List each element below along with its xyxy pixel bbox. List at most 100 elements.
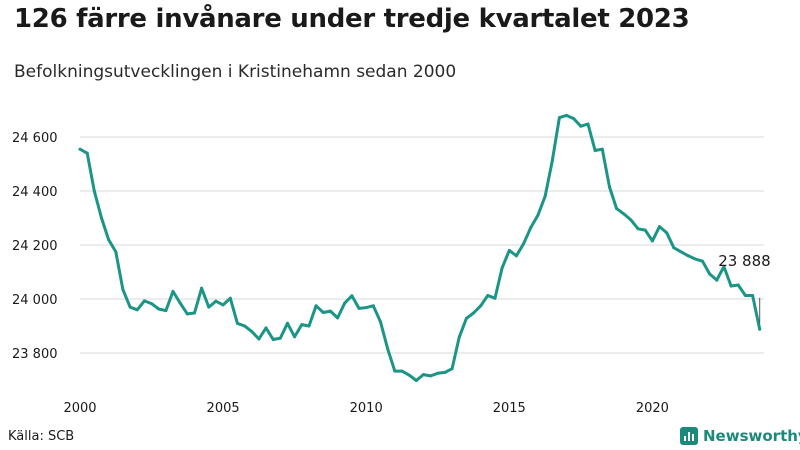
data-point — [636, 227, 640, 231]
data-point — [536, 213, 540, 217]
data-point — [743, 294, 747, 297]
data-point — [314, 304, 318, 308]
data-point — [464, 316, 468, 320]
data-point — [364, 306, 368, 310]
data-point — [686, 254, 690, 258]
x-tick-label: 2020 — [636, 401, 669, 416]
data-point — [343, 301, 347, 305]
data-point — [286, 321, 289, 325]
data-point — [214, 299, 218, 303]
data-point — [393, 369, 397, 373]
data-point — [650, 239, 654, 243]
data-point — [243, 324, 247, 328]
bar-chart-icon — [680, 427, 698, 445]
data-point — [701, 259, 704, 263]
data-point — [593, 149, 597, 152]
data-point — [235, 321, 239, 325]
data-point — [200, 286, 204, 290]
y-axis-ticks: 23 800 24 000 24 200 24 400 24 600 — [12, 131, 58, 362]
data-point — [321, 311, 325, 314]
data-point — [228, 296, 232, 300]
source-note: Källa: SCB — [8, 429, 75, 444]
data-point — [672, 246, 676, 250]
data-point — [78, 147, 82, 151]
data-point — [600, 147, 604, 151]
data-point — [85, 151, 89, 155]
x-tick-label: 2000 — [63, 401, 96, 416]
data-point — [579, 124, 583, 128]
data-point — [708, 272, 712, 276]
data-point — [157, 307, 161, 311]
data-point — [250, 329, 254, 333]
data-point — [379, 320, 382, 324]
y-tick-label: 24 200 — [12, 239, 58, 254]
chart-title: 126 färre invånare under tredje kvartale… — [14, 4, 690, 34]
data-point — [608, 185, 611, 189]
data-point — [307, 324, 311, 328]
data-point — [693, 257, 697, 261]
x-tick-label: 2005 — [207, 401, 240, 416]
data-point — [665, 231, 669, 235]
data-point — [565, 113, 568, 117]
data-point — [142, 299, 146, 303]
data-point — [150, 302, 153, 306]
data-point — [336, 316, 340, 320]
data-point — [221, 303, 225, 307]
data-point — [257, 337, 261, 341]
y-tick-label: 23 800 — [12, 347, 58, 362]
series-line — [78, 113, 762, 382]
series-layer — [78, 113, 762, 382]
data-point — [643, 228, 647, 232]
data-point — [407, 373, 411, 377]
x-tick-label: 2010 — [350, 401, 383, 416]
data-point — [278, 336, 282, 340]
data-point — [450, 367, 454, 371]
data-point — [271, 338, 275, 341]
x-tick-label: 2015 — [493, 401, 526, 416]
data-point — [185, 312, 189, 316]
data-point — [457, 335, 461, 339]
data-point — [293, 335, 297, 339]
data-point — [350, 294, 354, 298]
data-point — [100, 216, 103, 220]
data-point — [586, 122, 590, 126]
data-point — [615, 207, 619, 211]
data-point — [507, 248, 511, 252]
data-point — [371, 304, 375, 308]
data-point — [629, 218, 633, 222]
data-point — [550, 159, 554, 163]
data-point — [514, 254, 518, 258]
data-point — [679, 250, 683, 254]
data-point — [128, 305, 132, 309]
y-tick-label: 24 000 — [12, 293, 58, 308]
data-point — [622, 212, 626, 216]
data-point — [522, 242, 526, 246]
data-point — [557, 116, 561, 120]
data-point — [386, 347, 390, 351]
y-tick-label: 24 400 — [12, 185, 58, 200]
brand-logo: Newsworthy — [680, 427, 800, 445]
data-point — [472, 311, 475, 315]
data-point — [328, 309, 332, 313]
data-point — [114, 250, 118, 254]
data-point — [300, 323, 304, 327]
data-point — [421, 373, 425, 377]
data-point — [729, 284, 733, 288]
data-point — [722, 265, 726, 269]
data-point — [486, 294, 490, 297]
data-point — [107, 238, 111, 242]
gridlines — [80, 136, 764, 354]
data-point — [479, 304, 483, 308]
data-point — [443, 370, 447, 374]
data-point — [207, 305, 211, 309]
data-point — [500, 266, 504, 270]
data-point — [543, 194, 547, 198]
data-point — [493, 296, 497, 300]
data-point — [414, 379, 418, 382]
annotation-label: 23 888 — [718, 252, 771, 270]
data-point — [658, 225, 661, 229]
data-point — [529, 226, 533, 229]
data-point — [758, 327, 762, 331]
brand-name: Newsworthy — [703, 427, 800, 445]
